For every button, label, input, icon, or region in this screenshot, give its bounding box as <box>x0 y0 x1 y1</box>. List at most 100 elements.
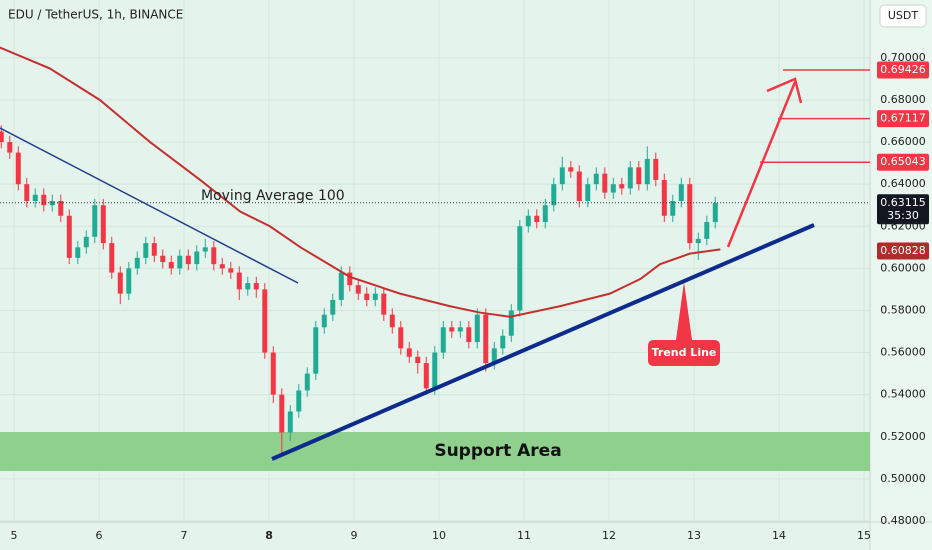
level-tag <box>877 61 929 79</box>
candle-body <box>704 222 710 239</box>
candle-body <box>670 201 676 216</box>
x-tick-label: 9 <box>351 529 358 542</box>
candle-body <box>32 194 38 202</box>
candle-body <box>457 327 463 332</box>
candle-body <box>143 243 149 258</box>
candle-body <box>160 255 166 263</box>
y-tick-label: 0.68000 <box>880 93 926 106</box>
y-tick-label: 0.56000 <box>880 346 926 359</box>
y-tick-label: 0.58000 <box>880 303 926 316</box>
candle-body <box>330 299 336 315</box>
candle-body <box>177 255 183 269</box>
y-tick-label: 0.52000 <box>880 430 926 443</box>
candle-body <box>168 262 174 269</box>
candle-body <box>474 314 480 343</box>
x-tick-label: 15 <box>857 529 871 542</box>
candle-body <box>619 184 625 189</box>
candle-body <box>49 201 55 206</box>
y-tick-label: 0.66000 <box>880 135 926 148</box>
ma-label: Moving Average 100 <box>201 188 345 204</box>
candle-body <box>610 184 616 193</box>
candle-body <box>432 352 438 389</box>
candle-body <box>58 201 64 216</box>
candle-body <box>576 171 582 202</box>
trend-line <box>271 223 815 461</box>
candle-body <box>211 247 217 265</box>
candle-body <box>415 356 421 364</box>
target-arrow <box>726 81 797 248</box>
level-tag <box>877 153 929 171</box>
ma-tag <box>877 242 929 260</box>
currency-box[interactable] <box>879 4 927 28</box>
price-axis-bg <box>870 0 932 550</box>
candle-body <box>389 314 395 328</box>
x-tick-label: 7 <box>181 529 188 542</box>
candle-body <box>41 194 47 206</box>
candle-body <box>202 247 208 252</box>
candle-body <box>236 272 242 290</box>
x-tick-label: 5 <box>11 529 18 542</box>
y-tick-label: 0.54000 <box>880 388 926 401</box>
candle-body <box>117 272 123 294</box>
candle-body <box>440 327 446 353</box>
candle-body <box>653 158 659 180</box>
candle-body <box>636 167 642 185</box>
y-tick-label: 0.60000 <box>880 261 926 274</box>
y-tick-label: 0.64000 <box>880 177 926 190</box>
ma-tag-label: 0.60828 <box>880 244 926 257</box>
candle-body <box>24 184 30 202</box>
candle-body <box>372 293 378 300</box>
candle-body <box>627 167 633 189</box>
x-tick-label: 11 <box>517 529 531 542</box>
candle-body <box>534 215 540 223</box>
x-tick-label: 13 <box>687 529 701 542</box>
candle-body <box>245 283 251 290</box>
candle-body <box>364 293 370 300</box>
level-tag <box>877 110 929 128</box>
candle-body <box>126 268 132 294</box>
candle-body <box>585 184 591 202</box>
candle-body <box>559 167 565 185</box>
y-tick-label: 0.62000 <box>880 219 926 232</box>
candle-body <box>270 352 276 395</box>
candle-body <box>551 184 557 206</box>
trend-label: Trend Line <box>652 346 717 359</box>
candle-body <box>483 314 489 364</box>
candle-body <box>0 131 4 143</box>
x-tick-label: 10 <box>432 529 446 542</box>
candle-body <box>644 158 650 185</box>
candle-body <box>398 327 404 349</box>
candle-body <box>253 283 259 290</box>
candle-body <box>151 243 157 256</box>
candle-body <box>92 205 98 237</box>
candle-body <box>134 257 140 269</box>
moving-average <box>0 46 721 318</box>
candle-body <box>508 310 514 336</box>
last-price-label: 0.63115 <box>880 196 926 209</box>
candle-body <box>525 215 531 227</box>
candle-body <box>83 236 89 248</box>
candle-body <box>75 247 81 258</box>
candle-body <box>568 167 574 172</box>
candle-body <box>109 243 115 273</box>
x-tick-label: 8 <box>265 529 273 542</box>
chart-title: EDU / TetherUS, 1h, BINANCE <box>8 8 183 22</box>
candle-body <box>100 205 106 244</box>
downtrend-line <box>0 127 299 284</box>
candle-body <box>279 394 285 433</box>
candle-body <box>287 411 293 433</box>
arrow-head <box>766 77 803 104</box>
candle-body <box>712 203 718 223</box>
candle-body <box>491 348 497 364</box>
candle-body <box>500 335 506 349</box>
currency: USDT <box>888 9 919 22</box>
candle-body <box>7 142 13 153</box>
candle-body <box>687 184 693 244</box>
candle-body <box>338 272 344 300</box>
countdown: 35:30 <box>887 209 919 222</box>
level-tag-label: 0.65043 <box>880 155 926 168</box>
candle-body <box>15 152 21 185</box>
candle-body <box>678 184 684 202</box>
level-tag-label: 0.67117 <box>880 112 926 125</box>
candle-body <box>466 327 472 343</box>
